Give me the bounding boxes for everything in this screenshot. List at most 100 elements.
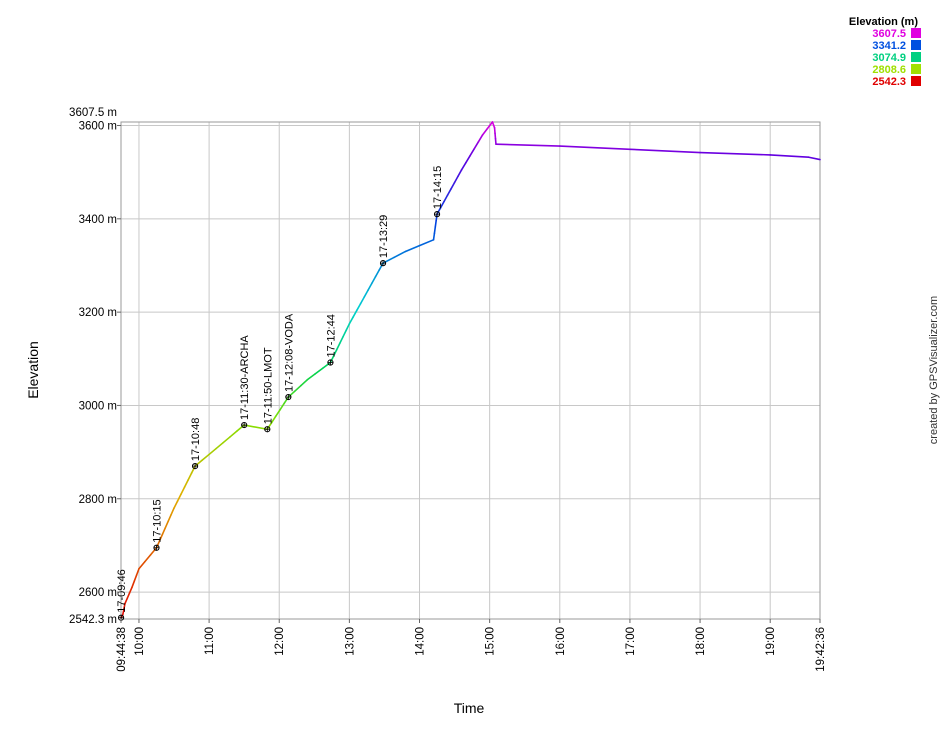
- track-segment: [378, 262, 384, 271]
- legend-value: 3607.5: [872, 28, 906, 40]
- x-tick-label: 16:00: [555, 627, 567, 656]
- track-segment: [243, 424, 269, 431]
- plot-frame: [120, 121, 821, 620]
- waypoint-label: 17-14:15: [432, 166, 444, 209]
- y-tick-label: 3400 m: [79, 214, 117, 226]
- y-min-label: 2542.3 m: [69, 614, 117, 626]
- track-segment: [131, 580, 136, 589]
- track-segment: [208, 447, 217, 456]
- track-segment: [180, 486, 186, 495]
- legend-value: 3341.2: [872, 40, 906, 52]
- elevation-track: [120, 121, 821, 619]
- x-axis-title: Time: [454, 700, 485, 716]
- track-segment: [558, 145, 631, 151]
- track-segment: [335, 342, 341, 351]
- waypoint-label: 17-12:44: [325, 314, 337, 357]
- x-end-label: 19:42:36: [815, 627, 827, 672]
- credit-text: created by GPSVisualizer.com: [928, 296, 940, 444]
- track-segment: [321, 361, 332, 370]
- track-segment: [348, 316, 354, 325]
- track-segment: [439, 200, 445, 209]
- track-segment: [450, 181, 456, 190]
- track-segment: [167, 513, 172, 523]
- track-segment: [477, 134, 484, 143]
- legend: Elevation (m) 3607.53341.23074.92808.625…: [849, 16, 921, 88]
- track-segment: [128, 586, 133, 594]
- track-segment: [300, 378, 309, 387]
- track-segment: [371, 275, 377, 285]
- legend-swatch: [911, 28, 921, 38]
- x-start-label: 09:44:38: [116, 627, 128, 672]
- waypoint-label: 17-12:08-VODA: [283, 313, 295, 392]
- track-segment: [418, 239, 435, 247]
- track-segment: [187, 472, 193, 481]
- grid-lines: [121, 122, 820, 619]
- track-segment: [266, 422, 273, 431]
- track-segment: [124, 597, 129, 605]
- legend-value: 2808.6: [872, 64, 906, 76]
- track-segment: [133, 574, 138, 582]
- x-axis-ticks: 09:44:38 10:00 11:00 12:00 13:00 14:00 15:00 16…: [116, 619, 827, 672]
- track-segment: [491, 121, 496, 129]
- legend-swatch: [911, 40, 921, 50]
- track-segment: [374, 269, 381, 278]
- legend-title: Elevation (m): [849, 16, 918, 28]
- y-tick-label: 2600 m: [79, 587, 117, 599]
- track-segment: [183, 479, 189, 488]
- track-segment: [434, 219, 437, 228]
- track-segment: [769, 154, 810, 159]
- track-segment: [629, 148, 701, 154]
- track-segment: [270, 415, 277, 424]
- track-segment: [457, 169, 463, 177]
- track-segment: [190, 465, 196, 474]
- x-tick-label: 13:00: [344, 627, 356, 656]
- track-segment: [161, 527, 167, 536]
- y-tick-label: 3600 m: [79, 120, 117, 132]
- track-segment: [356, 302, 362, 312]
- track-segment: [465, 155, 471, 164]
- legend-value: 3074.9: [872, 52, 906, 64]
- waypoint-markers: 17-09:46 17-10:15 17-10:48 17-11:30-ARCHA 17…: [116, 166, 444, 621]
- track-segment: [236, 424, 245, 432]
- track-segment: [229, 430, 238, 438]
- track-segment: [339, 335, 344, 344]
- track-segment: [149, 546, 158, 556]
- track-segment: [345, 322, 351, 332]
- y-max-label: 3607.5 m: [69, 107, 117, 119]
- track-segment: [446, 188, 452, 196]
- x-tick-label: 19:00: [765, 627, 777, 656]
- waypoint-label: 17-09:46: [116, 569, 128, 612]
- x-tick-label: 18:00: [695, 627, 707, 656]
- track-segment: [382, 256, 396, 264]
- track-segment: [170, 507, 175, 516]
- x-tick-label: 15:00: [485, 627, 497, 656]
- track-segment: [481, 127, 489, 136]
- track-segment: [363, 289, 369, 298]
- waypoint-label: 17-11:30-ARCHA: [239, 335, 251, 420]
- track-segment: [342, 329, 348, 338]
- track-segment: [274, 409, 281, 418]
- x-tick-label: 12:00: [274, 627, 286, 656]
- x-tick-label: 11:00: [204, 627, 216, 655]
- track-segment: [173, 500, 179, 509]
- track-segment: [314, 367, 324, 375]
- legend-swatch: [911, 76, 921, 86]
- track-segment: [393, 250, 407, 259]
- track-segment: [432, 232, 436, 241]
- track-segment: [495, 143, 561, 147]
- track-segment: [332, 348, 338, 357]
- track-segment: [486, 121, 494, 130]
- track-segment: [807, 156, 821, 161]
- track-segment: [469, 148, 476, 157]
- waypoint-label: 17-10:48: [190, 418, 202, 461]
- track-segment: [436, 207, 442, 215]
- x-tick-label: 17:00: [625, 627, 637, 656]
- track-segment: [433, 226, 437, 235]
- track-segment: [329, 355, 335, 364]
- track-segment: [460, 162, 467, 171]
- track-segment: [144, 553, 152, 563]
- waypoint-label: 17-10:15: [151, 499, 163, 542]
- track-segment: [123, 602, 126, 610]
- y-tick-label: 3200 m: [79, 307, 117, 319]
